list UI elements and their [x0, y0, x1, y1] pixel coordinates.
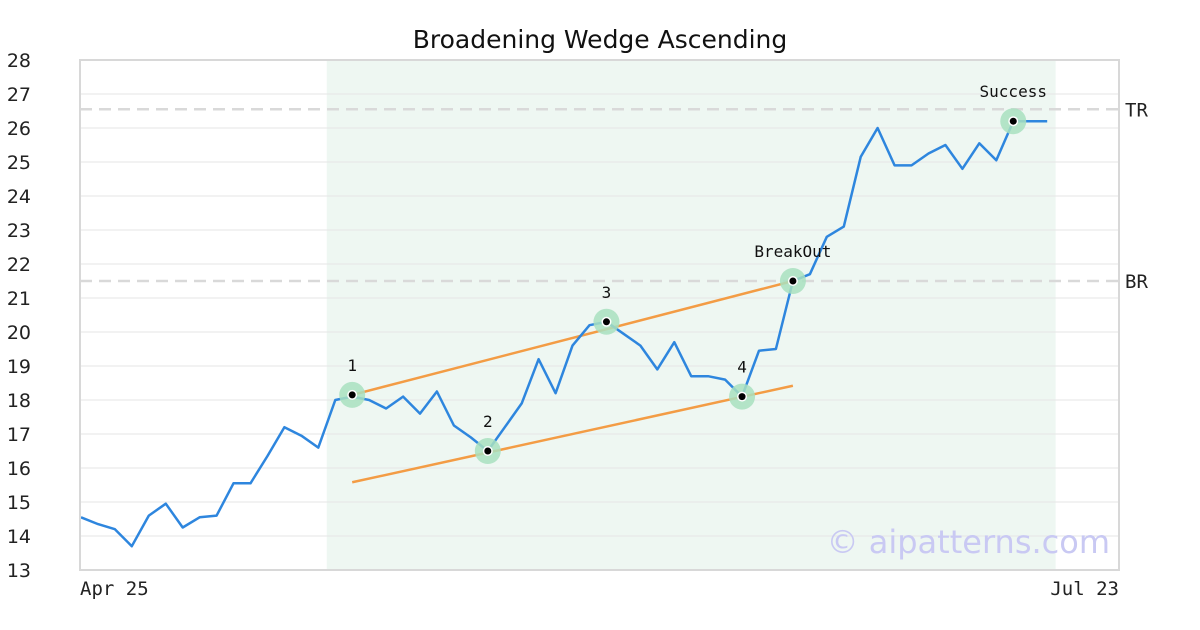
reference-label-br: BR	[1125, 271, 1148, 293]
y-tick-label: 21	[7, 288, 31, 310]
marker-label-success: Success	[980, 82, 1047, 101]
y-axis-ticks: 13 14 15 16 17 18 19 20 21 22 23 24 25 26 27 28	[7, 50, 31, 582]
y-tick-label: 15	[7, 492, 31, 514]
price-series	[80, 119, 1048, 548]
reference-lines: TR BR	[80, 99, 1148, 293]
y-tick-label: 22	[7, 254, 31, 276]
marker-dot-2	[484, 447, 492, 455]
y-tick-label: 28	[7, 50, 31, 72]
trendline-lower	[351, 384, 794, 484]
chart-title: Broadening Wedge Ascending	[413, 25, 788, 54]
y-tick-label: 14	[7, 526, 31, 548]
y-tick-label: 25	[7, 152, 31, 174]
marker-dot-1	[348, 391, 356, 399]
marker-dot-breakout	[789, 277, 797, 285]
marker-dot-4	[738, 393, 746, 401]
y-tick-label: 19	[7, 356, 31, 378]
y-tick-label: 18	[7, 390, 31, 412]
x-tick-label: Jul 23	[1050, 578, 1119, 600]
x-axis-ticks: Apr 25 Jul 23	[80, 578, 1119, 600]
y-tick-label: 17	[7, 424, 31, 446]
reference-label-tr: TR	[1125, 99, 1148, 121]
y-tick-label: 23	[7, 220, 31, 242]
y-tick-label: 20	[7, 322, 31, 344]
marker-label-2: 2	[483, 412, 493, 431]
trendlines	[351, 279, 794, 484]
marker-dot-3	[602, 318, 610, 326]
plot-frame	[79, 59, 1120, 571]
marker-label-4: 4	[737, 358, 747, 377]
pattern-markers: 1 2 3 4 BreakOut Success	[339, 82, 1047, 464]
grid-lines	[80, 93, 1119, 537]
price-line	[80, 119, 1048, 548]
x-tick-label: Apr 25	[80, 578, 149, 600]
y-tick-label: 26	[7, 118, 31, 140]
trendline-upper	[351, 279, 794, 397]
y-tick-label: 16	[7, 458, 31, 480]
y-tick-label: 13	[7, 560, 31, 582]
watermark: © aipatterns.com	[827, 523, 1110, 561]
y-tick-label: 27	[7, 84, 31, 106]
pattern-region-layer	[326, 60, 1056, 570]
marker-label-1: 1	[347, 356, 357, 375]
marker-label-3: 3	[602, 283, 612, 302]
marker-label-breakout: BreakOut	[754, 242, 831, 261]
pattern-region	[326, 60, 1056, 570]
y-tick-label: 24	[7, 186, 31, 208]
marker-dot-success	[1009, 117, 1017, 125]
